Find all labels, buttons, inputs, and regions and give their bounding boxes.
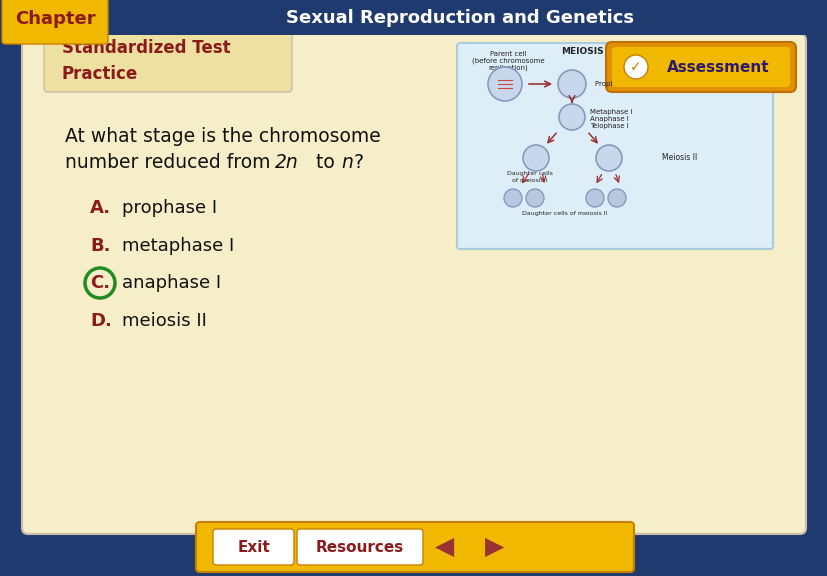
Text: Resources: Resources: [315, 540, 404, 555]
Text: Chapter: Chapter: [15, 10, 95, 28]
Text: n: n: [341, 153, 352, 172]
Circle shape: [586, 189, 603, 207]
Circle shape: [607, 189, 625, 207]
Text: B.: B.: [90, 237, 110, 255]
Text: Meiosis II: Meiosis II: [662, 153, 697, 162]
Text: Telophase I: Telophase I: [590, 123, 628, 129]
FancyBboxPatch shape: [213, 529, 294, 565]
Text: Assessment: Assessment: [666, 59, 768, 74]
Text: meiosis II: meiosis II: [122, 312, 207, 330]
Text: anaphase I: anaphase I: [122, 274, 221, 292]
Circle shape: [557, 70, 586, 98]
Text: C.: C.: [90, 274, 110, 292]
Text: Sexual Reproduction and Genetics: Sexual Reproduction and Genetics: [285, 9, 633, 27]
Circle shape: [525, 189, 543, 207]
Text: MEIOSIS: MEIOSIS: [560, 47, 603, 55]
Text: Prophase I: Prophase I: [595, 81, 630, 87]
Text: Daughter cells: Daughter cells: [506, 172, 552, 176]
FancyBboxPatch shape: [2, 0, 108, 44]
Text: (before chromosome: (before chromosome: [471, 58, 543, 65]
FancyBboxPatch shape: [457, 43, 772, 249]
FancyBboxPatch shape: [0, 0, 827, 35]
FancyBboxPatch shape: [196, 522, 633, 572]
FancyBboxPatch shape: [22, 34, 805, 534]
Text: ✓: ✓: [629, 60, 641, 74]
Text: ?: ?: [354, 153, 364, 172]
Text: Parent cell: Parent cell: [489, 51, 526, 57]
Text: Daughter cells of meiosis II: Daughter cells of meiosis II: [522, 210, 607, 215]
Text: prophase I: prophase I: [122, 199, 217, 217]
Text: 2n: 2n: [275, 153, 299, 172]
Text: ◀: ◀: [435, 535, 454, 559]
Text: metaphase I: metaphase I: [122, 237, 234, 255]
Text: Exit: Exit: [237, 540, 270, 555]
FancyBboxPatch shape: [611, 47, 789, 87]
Circle shape: [558, 104, 585, 130]
Text: Practice: Practice: [62, 65, 138, 83]
Text: Standardized Test: Standardized Test: [62, 39, 231, 57]
Text: Anaphase I: Anaphase I: [590, 116, 628, 122]
Text: Meiosis I: Meiosis I: [662, 47, 696, 55]
Text: of meiosis I: of meiosis I: [512, 177, 547, 183]
Circle shape: [624, 55, 648, 79]
Text: number reduced from: number reduced from: [65, 153, 276, 172]
Text: ▶: ▶: [485, 535, 504, 559]
Text: to: to: [309, 153, 341, 172]
FancyBboxPatch shape: [44, 29, 292, 92]
FancyBboxPatch shape: [297, 529, 423, 565]
Circle shape: [504, 189, 521, 207]
FancyBboxPatch shape: [605, 42, 795, 92]
Text: At what stage is the chromosome: At what stage is the chromosome: [65, 127, 380, 146]
Circle shape: [487, 67, 521, 101]
Text: replication): replication): [488, 65, 528, 71]
Text: A.: A.: [90, 199, 111, 217]
Circle shape: [595, 145, 621, 171]
Circle shape: [523, 145, 548, 171]
Text: Metaphase I: Metaphase I: [590, 109, 632, 115]
Text: D.: D.: [90, 312, 112, 330]
